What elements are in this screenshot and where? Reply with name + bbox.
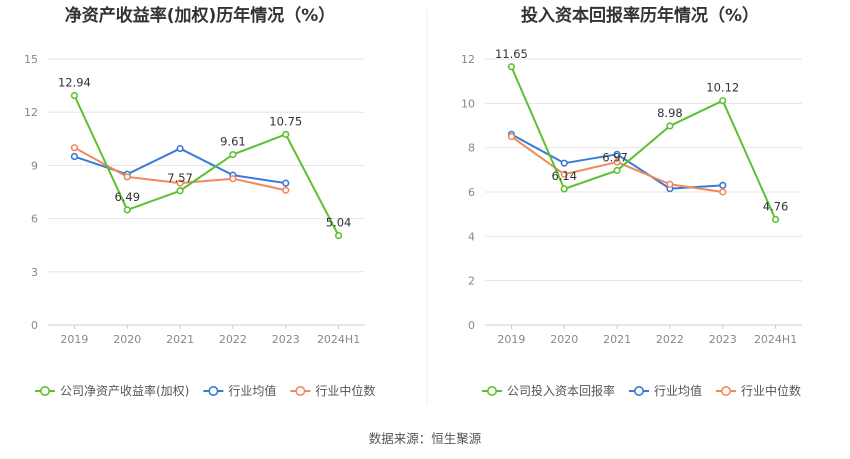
data-point [719,97,727,105]
x-tick-label: 2023 [272,333,300,346]
data-point [334,232,343,240]
x-tick-label: 2020 [113,333,141,346]
data-point [176,144,184,153]
x-tick-label: 2020 [550,333,578,346]
y-tick-label: 6 [31,213,38,226]
data-point [176,179,184,187]
data-label: 6.49 [114,190,140,204]
y-tick-label: 0 [31,319,38,332]
data-point [560,185,568,193]
x-tick-label: 2024H1 [317,333,360,346]
data-point [507,132,516,141]
x-tick-label: 2019 [497,333,525,346]
data-point [613,150,621,158]
data-label: 4.76 [763,199,789,213]
legend-marker [295,385,306,396]
legend-label: 行业中位数 [741,383,801,398]
y-tick-label: 8 [468,142,475,155]
x-tick-label: 2023 [709,333,737,346]
data-label: 10.12 [706,81,739,95]
data-point [123,173,131,181]
x-tick-label: 2022 [219,333,247,346]
legend-label: 行业均值 [228,383,276,398]
chart-title: 投入资本回报率历年情况（%） [521,5,759,26]
y-tick-label: 9 [31,159,38,172]
legend-marker [486,385,497,396]
data-point [719,188,727,196]
legend-label: 行业中位数 [315,383,375,398]
roe-chart: 净资产收益率(加权)历年情况（%） 0 3 6 9 12 15 2019 2020 2021 202… [24,5,375,398]
series-line [510,66,777,220]
x-tick-label: 2019 [60,333,88,346]
data-label: 12.94 [58,76,91,90]
x-tick-label: 2021 [166,333,194,346]
data-label: 8.98 [657,106,683,120]
legend-label: 公司净资产收益率(加权) [60,383,189,398]
legend-marker [208,385,219,396]
series-line [73,95,340,237]
data-source-note: 数据来源：恒生聚源 [369,431,482,446]
data-label: 9.61 [220,135,246,149]
data-point [282,130,290,138]
data-label: 6.97 [602,150,628,164]
data-point [666,180,674,188]
data-point [229,150,237,159]
data-label: 6.14 [551,169,577,183]
data-point [613,166,621,175]
data-point [70,144,79,152]
y-tick-label: 0 [468,319,475,332]
legend-marker [634,385,645,396]
data-point [282,179,290,187]
y-tick-label: 10 [461,97,475,110]
data-point [666,122,674,130]
legend-marker [39,385,50,396]
y-tick-label: 15 [24,53,38,66]
data-label: 11.65 [495,47,528,61]
data-point [771,215,780,224]
y-tick-label: 12 [461,53,475,66]
legend-marker [721,385,732,396]
x-tick-label: 2022 [656,333,684,346]
roic-chart: 投入资本回报率历年情况（%） 0 2 4 6 8 10 12 2019 2020 2021 2022 2… [461,5,802,398]
y-tick-label: 6 [468,186,475,199]
y-tick-label: 12 [24,106,38,119]
data-point [70,91,79,100]
data-point [719,181,727,189]
data-point [613,158,621,166]
data-label: 10.75 [269,114,302,128]
data-point [123,206,131,214]
data-label: 7.57 [167,171,193,185]
data-point [560,159,568,167]
chart-title: 净资产收益率(加权)历年情况（%） [65,5,336,26]
y-tick-label: 3 [31,266,38,279]
y-tick-label: 2 [468,275,475,288]
data-point [229,175,237,183]
data-point [176,187,184,195]
data-point [560,170,568,178]
data-point [507,63,516,71]
x-tick-label: 2024H1 [754,333,797,346]
legend-label: 公司投入资本回报率 [507,383,615,398]
y-tick-label: 4 [468,230,475,243]
legend-label: 行业均值 [654,383,702,398]
data-point [282,186,290,194]
data-point [70,152,79,161]
data-label: 5.04 [326,216,352,230]
x-tick-label: 2021 [603,333,631,346]
